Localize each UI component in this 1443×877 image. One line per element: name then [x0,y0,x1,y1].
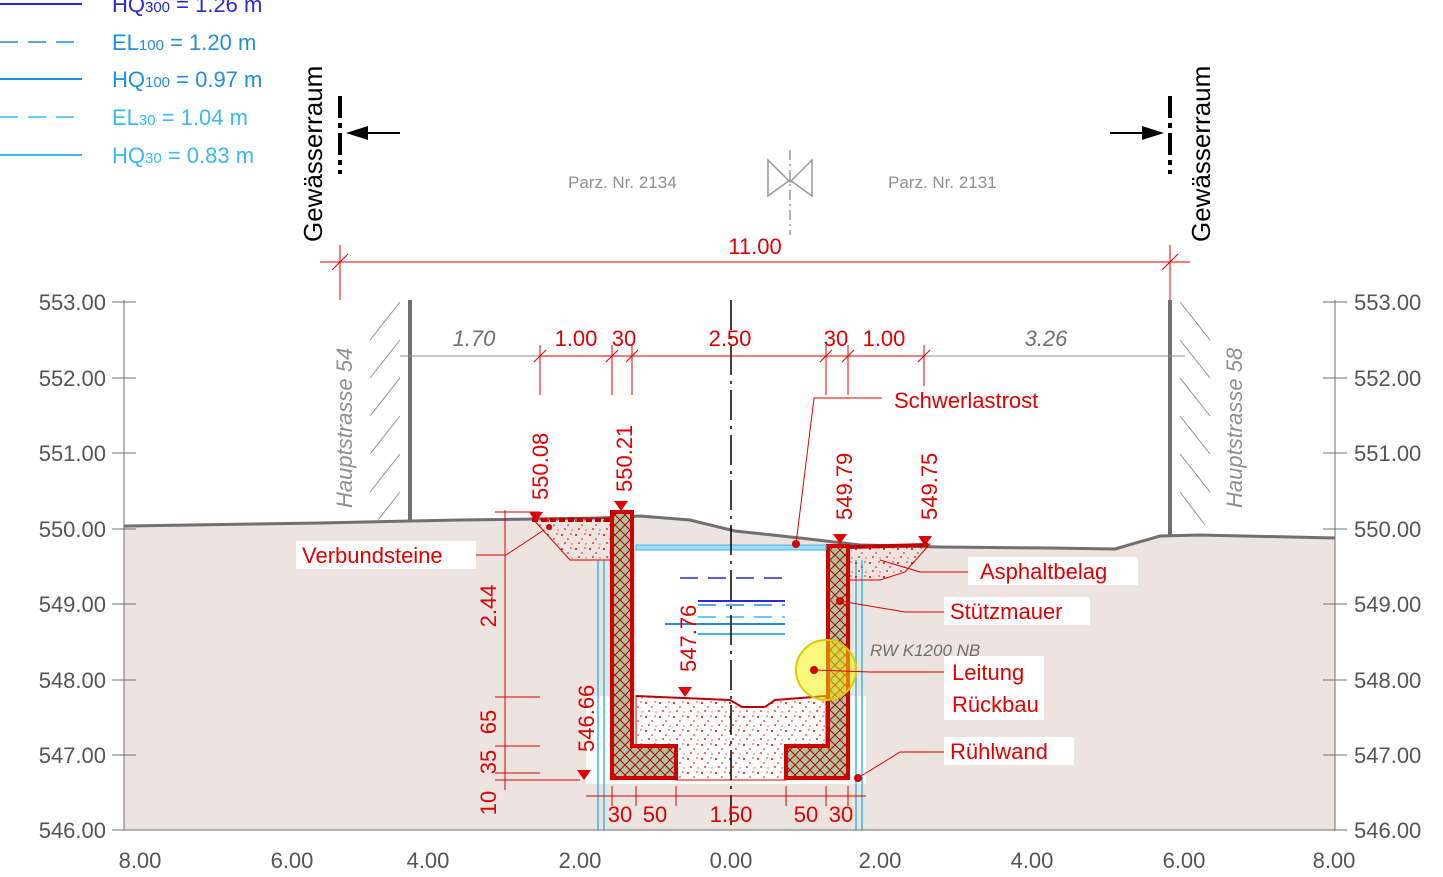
dim-bottom-chain [586,786,866,806]
x-tick-3: 4.00 [407,848,450,873]
dim-top-3: 30 [612,326,636,351]
y-tick-552-left: 552.00 [39,366,106,391]
legend-swatches [0,3,82,156]
callout-stuetzmauer: Stützmauer [950,599,1063,624]
callout-leaders [472,397,970,779]
elevation-546-66: 546.66 [574,685,599,752]
elevation-550-21: 550.21 [612,425,637,492]
dim-vertical-chain [495,510,580,790]
legend-el30: EL30 = 1.04 m [112,105,248,130]
legend-hq100: HQ100 = 0.97 m [112,67,262,92]
gewaesserraum-left-label: Gewässerraum [298,66,328,242]
elevation-549-75: 549.75 [917,453,942,520]
callout-pipe: RW K1200 NB [870,641,980,660]
y-tick-547-right: 547.00 [1354,743,1421,768]
gewaesserraum-right-label: Gewässerraum [1186,66,1216,242]
elevation-550-08: 550.08 [528,433,553,500]
street-right: Hauptstrasse 58 [1222,347,1247,508]
x-tick-2: 6.00 [271,848,314,873]
x-tick-5: 0.00 [710,848,753,873]
dim-top-7: 3.26 [1025,326,1069,351]
dim-bottom-1: 30 [608,802,632,827]
y-tick-546-right: 546.00 [1354,818,1421,843]
elevation-547-76: 547.76 [676,605,701,672]
y-tick-553-right: 553.00 [1354,290,1421,315]
bed-top-line [635,695,827,708]
x-tick-8: 6.00 [1163,848,1206,873]
dim-top-6: 1.00 [863,326,906,351]
axis-ticks [112,300,1347,831]
gewaesserraum-right-marker [1110,96,1172,174]
legend-el100: EL100 = 1.20 m [112,30,256,55]
dim-bottom-4: 50 [794,802,818,827]
y-tick-551-left: 551.00 [39,441,106,466]
x-tick-6: 2.00 [859,848,902,873]
y-tick-550-right: 550.00 [1354,517,1421,542]
dim-top-4: 2.50 [709,326,752,351]
y-tick-546-left: 546.00 [39,818,106,843]
y-tick-551-right: 551.00 [1354,441,1421,466]
y-tick-547-left: 547.00 [39,743,106,768]
gewaesserraum-left-marker [338,96,400,174]
x-tick-1: 8.00 [119,848,162,873]
elevation-markers [529,501,932,780]
dim-total: 11.00 [728,234,781,259]
building-left [369,300,412,522]
dim-total-line [320,245,1190,300]
callout-schwerlastrost: Schwerlastrost [894,388,1038,413]
boundary-symbol [767,150,813,235]
legend-hq300: HQ300 = 1.26 m [112,0,262,17]
parcel-right: Parz. Nr. 2131 [888,173,997,192]
y-tick-548-left: 548.00 [39,668,106,693]
terrain-line [123,514,1336,551]
verbundsteine-area [530,517,613,561]
callout-verbundsteine: Verbundsteine [302,543,443,568]
y-tick-550-left: 550.00 [39,517,106,542]
dim-top-1: 1.70 [453,326,497,351]
elevation-549-79: 549.79 [832,453,857,520]
dim-vertical-244: 2.44 [476,585,501,628]
x-tick-4: 2.00 [559,848,602,873]
dim-bottom-5: 30 [829,802,853,827]
dim-bottom-3: 1.50 [710,802,753,827]
y-tick-549-left: 549.00 [39,592,106,617]
x-tick-9: 8.00 [1313,848,1356,873]
x-tick-7: 4.00 [1011,848,1054,873]
legend-hq30: HQ30 = 0.83 m [112,143,254,168]
y-tick-548-right: 548.00 [1354,668,1421,693]
y-tick-553-left: 553.00 [39,290,106,315]
dim-vertical-65: 65 [476,710,501,734]
callout-leitung: Leitung [952,660,1024,685]
water-levels [665,577,790,635]
y-tick-549-right: 549.00 [1354,592,1421,617]
callout-asphaltbelag: Asphaltbelag [980,559,1107,584]
dim-top-5: 30 [824,326,848,351]
dim-top-chain [400,345,1185,395]
callout-ruehlwand: Rühlwand [950,739,1048,764]
dim-top-2: 1.00 [555,326,598,351]
callout-rueckbau: Rückbau [952,692,1039,717]
building-right [1168,300,1211,535]
parcel-left: Parz. Nr. 2134 [568,173,677,192]
dim-vertical-35: 35 [476,750,501,774]
dim-vertical-10: 10 [476,791,501,815]
dim-bottom-2: 50 [643,802,667,827]
street-left: Hauptstrasse 54 [332,348,357,508]
y-tick-552-right: 552.00 [1354,366,1421,391]
